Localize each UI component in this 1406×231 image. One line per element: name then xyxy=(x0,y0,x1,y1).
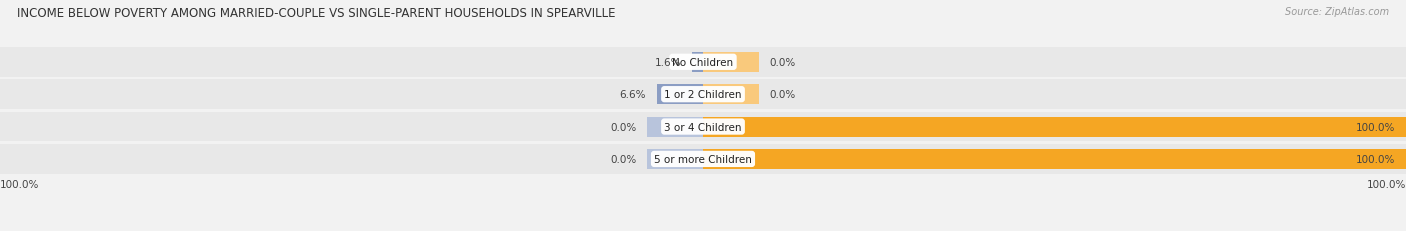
Bar xyxy=(657,85,703,105)
Text: 0.0%: 0.0% xyxy=(610,154,637,164)
Bar xyxy=(703,117,1406,137)
Bar xyxy=(703,85,759,105)
Bar xyxy=(692,52,703,73)
Bar xyxy=(647,149,703,169)
Text: 3 or 4 Children: 3 or 4 Children xyxy=(664,122,742,132)
Text: 100.0%: 100.0% xyxy=(1367,179,1406,189)
Text: INCOME BELOW POVERTY AMONG MARRIED-COUPLE VS SINGLE-PARENT HOUSEHOLDS IN SPEARVI: INCOME BELOW POVERTY AMONG MARRIED-COUPL… xyxy=(17,7,616,20)
Text: 0.0%: 0.0% xyxy=(770,58,796,67)
Bar xyxy=(0,48,1406,77)
Text: 1 or 2 Children: 1 or 2 Children xyxy=(664,90,742,100)
Bar xyxy=(0,112,1406,142)
Bar xyxy=(0,144,1406,174)
Bar xyxy=(703,52,759,73)
Text: 1.6%: 1.6% xyxy=(655,58,682,67)
Text: Source: ZipAtlas.com: Source: ZipAtlas.com xyxy=(1285,7,1389,17)
Text: 5 or more Children: 5 or more Children xyxy=(654,154,752,164)
Bar xyxy=(703,149,1406,169)
Text: 0.0%: 0.0% xyxy=(610,122,637,132)
Text: 6.6%: 6.6% xyxy=(620,90,647,100)
Bar xyxy=(0,80,1406,109)
Text: 0.0%: 0.0% xyxy=(770,90,796,100)
Text: 100.0%: 100.0% xyxy=(1355,154,1395,164)
Bar xyxy=(647,117,703,137)
Text: 100.0%: 100.0% xyxy=(1355,122,1395,132)
Text: No Children: No Children xyxy=(672,58,734,67)
Text: 100.0%: 100.0% xyxy=(0,179,39,189)
